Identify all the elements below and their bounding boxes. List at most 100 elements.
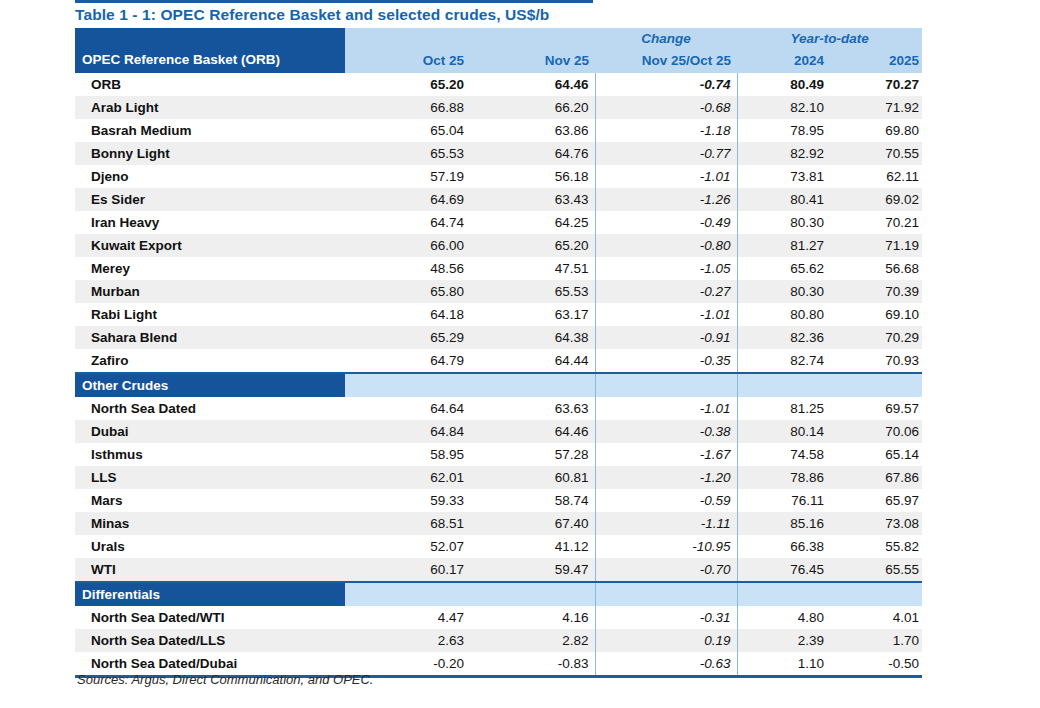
table-row-es-sider: Es Sider64.6963.43-1.2680.4169.02 <box>75 188 922 211</box>
row-label: LLS <box>75 466 345 489</box>
cell-ytd2024: 66.38 <box>737 535 830 558</box>
row-label: Iran Heavy <box>75 211 345 234</box>
top-rule <box>75 0 593 3</box>
table-row-wti: WTI60.1759.47-0.7076.4565.55 <box>75 558 922 582</box>
column-header-oct25: Oct 25 <box>345 49 470 73</box>
cell-ytd2025: 4.01 <box>830 606 922 629</box>
cell-oct25: 64.74 <box>345 211 470 234</box>
cell-ytd2025: 70.93 <box>830 349 922 373</box>
cell-change: -0.35 <box>595 349 737 373</box>
cell-ytd2025: 69.02 <box>830 188 922 211</box>
row-label: Mars <box>75 489 345 512</box>
cell-oct25: 66.88 <box>345 96 470 119</box>
cell-nov25: 63.86 <box>470 119 595 142</box>
group-header-change: Change <box>595 28 737 49</box>
cell-nov25: 65.20 <box>470 234 595 257</box>
cell-ytd2025: 69.10 <box>830 303 922 326</box>
cell-change: -0.80 <box>595 234 737 257</box>
row-label: Isthmus <box>75 443 345 466</box>
cell-oct25: 64.79 <box>345 349 470 373</box>
cell-change: -1.67 <box>595 443 737 466</box>
cell-change: -1.01 <box>595 303 737 326</box>
cell-change: -0.38 <box>595 420 737 443</box>
cell-oct25: 66.00 <box>345 234 470 257</box>
row-label: Arab Light <box>75 96 345 119</box>
cell-ytd2024: 82.74 <box>737 349 830 373</box>
row-label: Sahara Blend <box>75 326 345 349</box>
cell-ytd2024: 76.11 <box>737 489 830 512</box>
corner-header-orb: OPEC Reference Basket (ORB) <box>75 28 345 73</box>
cell-ytd2024: 4.80 <box>737 606 830 629</box>
cell-oct25: 68.51 <box>345 512 470 535</box>
cell-oct25: 65.29 <box>345 326 470 349</box>
cell-change: -0.70 <box>595 558 737 582</box>
cell-nov25: 4.16 <box>470 606 595 629</box>
row-label: North Sea Dated <box>75 397 345 420</box>
section-fill-nov25 <box>470 582 595 606</box>
section-fill-nov25 <box>470 373 595 397</box>
column-header-nov25: Nov 25 <box>470 49 595 73</box>
cell-nov25: 64.46 <box>470 420 595 443</box>
cell-ytd2025: 70.06 <box>830 420 922 443</box>
table-row-iran-heavy: Iran Heavy64.7464.25-0.4980.3070.21 <box>75 211 922 234</box>
cell-ytd2024: 74.58 <box>737 443 830 466</box>
cell-change: -0.74 <box>595 73 737 96</box>
cell-change: -1.01 <box>595 397 737 420</box>
cell-change: -1.11 <box>595 512 737 535</box>
table-row-north-sea-dated-lls: North Sea Dated/LLS2.632.820.192.391.70 <box>75 629 922 652</box>
row-label: Rabi Light <box>75 303 345 326</box>
cell-ytd2025: 70.29 <box>830 326 922 349</box>
cell-change: -0.91 <box>595 326 737 349</box>
cell-ytd2024: 80.30 <box>737 280 830 303</box>
cell-ytd2025: 56.68 <box>830 257 922 280</box>
cell-ytd2025: 62.11 <box>830 165 922 188</box>
cell-ytd2025: 55.82 <box>830 535 922 558</box>
table-row-mars: Mars59.3358.74-0.5976.1165.97 <box>75 489 922 512</box>
cell-ytd2025: 1.70 <box>830 629 922 652</box>
section-fill-change <box>595 582 737 606</box>
row-label: Bonny Light <box>75 142 345 165</box>
cell-change: -1.05 <box>595 257 737 280</box>
cell-change: -0.77 <box>595 142 737 165</box>
cell-ytd2025: 69.57 <box>830 397 922 420</box>
cell-ytd2025: 71.92 <box>830 96 922 119</box>
cell-oct25: 57.19 <box>345 165 470 188</box>
table-row-kuwait-export: Kuwait Export66.0065.20-0.8081.2771.19 <box>75 234 922 257</box>
cell-oct25: 64.84 <box>345 420 470 443</box>
table-row-north-sea-dated-wti: North Sea Dated/WTI4.474.16-0.314.804.01 <box>75 606 922 629</box>
cell-oct25: 2.63 <box>345 629 470 652</box>
section-fill-ytd2024 <box>737 582 830 606</box>
cell-oct25: 62.01 <box>345 466 470 489</box>
cell-nov25: 64.25 <box>470 211 595 234</box>
cell-nov25: 64.76 <box>470 142 595 165</box>
cell-oct25: 65.20 <box>345 73 470 96</box>
table-row-urals: Urals52.0741.12-10.9566.3855.82 <box>75 535 922 558</box>
row-label: Basrah Medium <box>75 119 345 142</box>
cell-nov25: 56.18 <box>470 165 595 188</box>
cell-ytd2025: 71.19 <box>830 234 922 257</box>
cell-change: -0.49 <box>595 211 737 234</box>
cell-ytd2025: 65.97 <box>830 489 922 512</box>
cell-oct25: 48.56 <box>345 257 470 280</box>
cell-nov25: 2.82 <box>470 629 595 652</box>
cell-change: -1.20 <box>595 466 737 489</box>
cell-nov25: 63.63 <box>470 397 595 420</box>
cell-oct25: 65.53 <box>345 142 470 165</box>
cell-nov25: 59.47 <box>470 558 595 582</box>
cell-ytd2024: 80.30 <box>737 211 830 234</box>
cell-oct25: 52.07 <box>345 535 470 558</box>
table-body: ORB65.2064.46-0.7480.4970.27Arab Light66… <box>75 73 922 677</box>
cell-ytd2025: 70.21 <box>830 211 922 234</box>
cell-ytd2024: 82.36 <box>737 326 830 349</box>
cell-change: -0.68 <box>595 96 737 119</box>
table-row-zafiro: Zafiro64.7964.44-0.3582.7470.93 <box>75 349 922 373</box>
cell-nov25: 64.46 <box>470 73 595 96</box>
section-header-other-crudes: Other Crudes <box>75 373 922 397</box>
table-row-sahara-blend: Sahara Blend65.2964.38-0.9182.3670.29 <box>75 326 922 349</box>
cell-change: 0.19 <box>595 629 737 652</box>
cell-nov25: 57.28 <box>470 443 595 466</box>
cell-ytd2024: 78.95 <box>737 119 830 142</box>
cell-change: -1.26 <box>595 188 737 211</box>
table-row-arab-light: Arab Light66.8866.20-0.6882.1071.92 <box>75 96 922 119</box>
cell-nov25: 65.53 <box>470 280 595 303</box>
